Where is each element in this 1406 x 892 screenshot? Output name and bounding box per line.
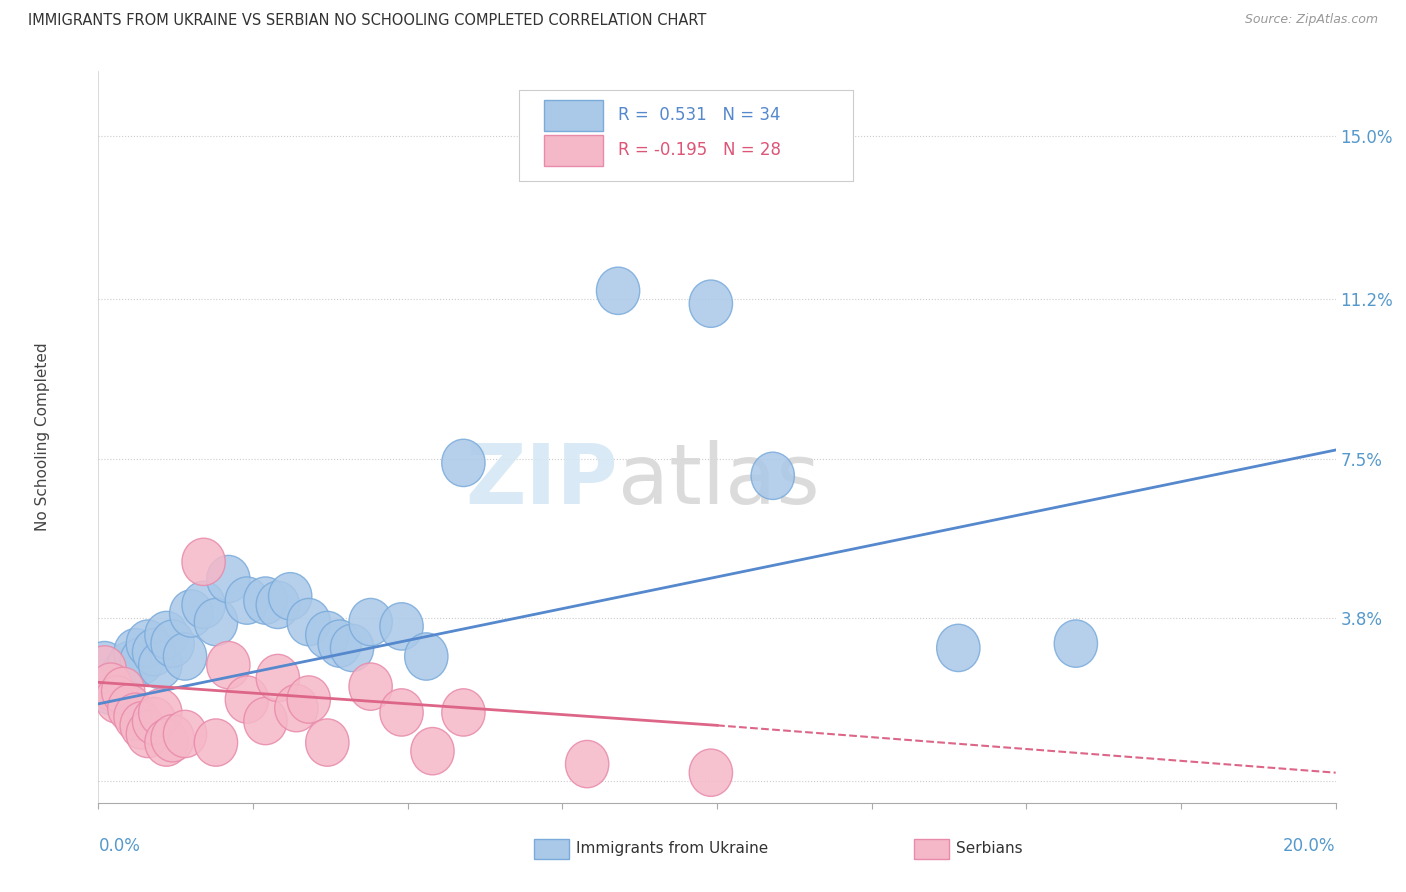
Ellipse shape [689, 280, 733, 327]
Ellipse shape [936, 624, 980, 672]
Ellipse shape [318, 620, 361, 667]
Text: Source: ZipAtlas.com: Source: ZipAtlas.com [1244, 13, 1378, 27]
Ellipse shape [565, 740, 609, 788]
Ellipse shape [243, 698, 287, 745]
Ellipse shape [411, 728, 454, 775]
Ellipse shape [114, 629, 157, 676]
Ellipse shape [101, 650, 145, 698]
Ellipse shape [256, 582, 299, 629]
Ellipse shape [96, 658, 139, 706]
Ellipse shape [305, 719, 349, 766]
Ellipse shape [89, 667, 132, 714]
Ellipse shape [274, 684, 318, 731]
Ellipse shape [225, 577, 269, 624]
Ellipse shape [225, 676, 269, 723]
Ellipse shape [287, 599, 330, 646]
Bar [544, 100, 603, 130]
Ellipse shape [689, 749, 733, 797]
Ellipse shape [243, 577, 287, 624]
Ellipse shape [83, 641, 127, 689]
Ellipse shape [127, 710, 170, 757]
Ellipse shape [89, 663, 132, 710]
Text: atlas: atlas [619, 441, 820, 522]
Ellipse shape [194, 599, 238, 646]
Ellipse shape [256, 655, 299, 702]
Ellipse shape [108, 684, 150, 731]
Ellipse shape [181, 538, 225, 585]
Ellipse shape [127, 620, 170, 667]
Ellipse shape [139, 641, 181, 689]
Text: No Schooling Completed: No Schooling Completed [35, 343, 51, 532]
Text: 0.0%: 0.0% [98, 838, 141, 855]
Ellipse shape [163, 632, 207, 681]
Ellipse shape [108, 641, 150, 689]
Ellipse shape [207, 641, 250, 689]
Ellipse shape [1054, 620, 1098, 667]
Ellipse shape [145, 719, 188, 766]
Ellipse shape [132, 629, 176, 676]
Ellipse shape [349, 663, 392, 710]
Text: Immigrants from Ukraine: Immigrants from Ukraine [576, 841, 769, 855]
Ellipse shape [330, 624, 374, 672]
Ellipse shape [441, 439, 485, 486]
Ellipse shape [150, 620, 194, 667]
Ellipse shape [305, 611, 349, 658]
Ellipse shape [269, 573, 312, 620]
Ellipse shape [751, 452, 794, 500]
Ellipse shape [120, 637, 163, 684]
Ellipse shape [114, 693, 157, 740]
Ellipse shape [181, 582, 225, 629]
Text: R =  0.531   N = 34: R = 0.531 N = 34 [619, 106, 780, 124]
Ellipse shape [120, 702, 163, 749]
Ellipse shape [163, 710, 207, 757]
Text: IMMIGRANTS FROM UKRAINE VS SERBIAN NO SCHOOLING COMPLETED CORRELATION CHART: IMMIGRANTS FROM UKRAINE VS SERBIAN NO SC… [28, 13, 706, 29]
Ellipse shape [380, 603, 423, 650]
FancyBboxPatch shape [519, 90, 853, 181]
Ellipse shape [150, 714, 194, 762]
Ellipse shape [170, 590, 212, 637]
Text: ZIP: ZIP [465, 441, 619, 522]
Text: R = -0.195   N = 28: R = -0.195 N = 28 [619, 141, 782, 160]
Ellipse shape [207, 556, 250, 603]
Ellipse shape [96, 676, 139, 723]
Ellipse shape [139, 689, 181, 736]
Ellipse shape [145, 611, 188, 658]
Text: 20.0%: 20.0% [1284, 838, 1336, 855]
Ellipse shape [83, 646, 127, 693]
Ellipse shape [441, 689, 485, 736]
Ellipse shape [287, 676, 330, 723]
Ellipse shape [405, 632, 449, 681]
Ellipse shape [194, 719, 238, 766]
Ellipse shape [349, 599, 392, 646]
Ellipse shape [101, 667, 145, 714]
Text: Serbians: Serbians [956, 841, 1022, 855]
Bar [544, 135, 603, 166]
Ellipse shape [132, 698, 176, 745]
Ellipse shape [596, 267, 640, 315]
Ellipse shape [380, 689, 423, 736]
